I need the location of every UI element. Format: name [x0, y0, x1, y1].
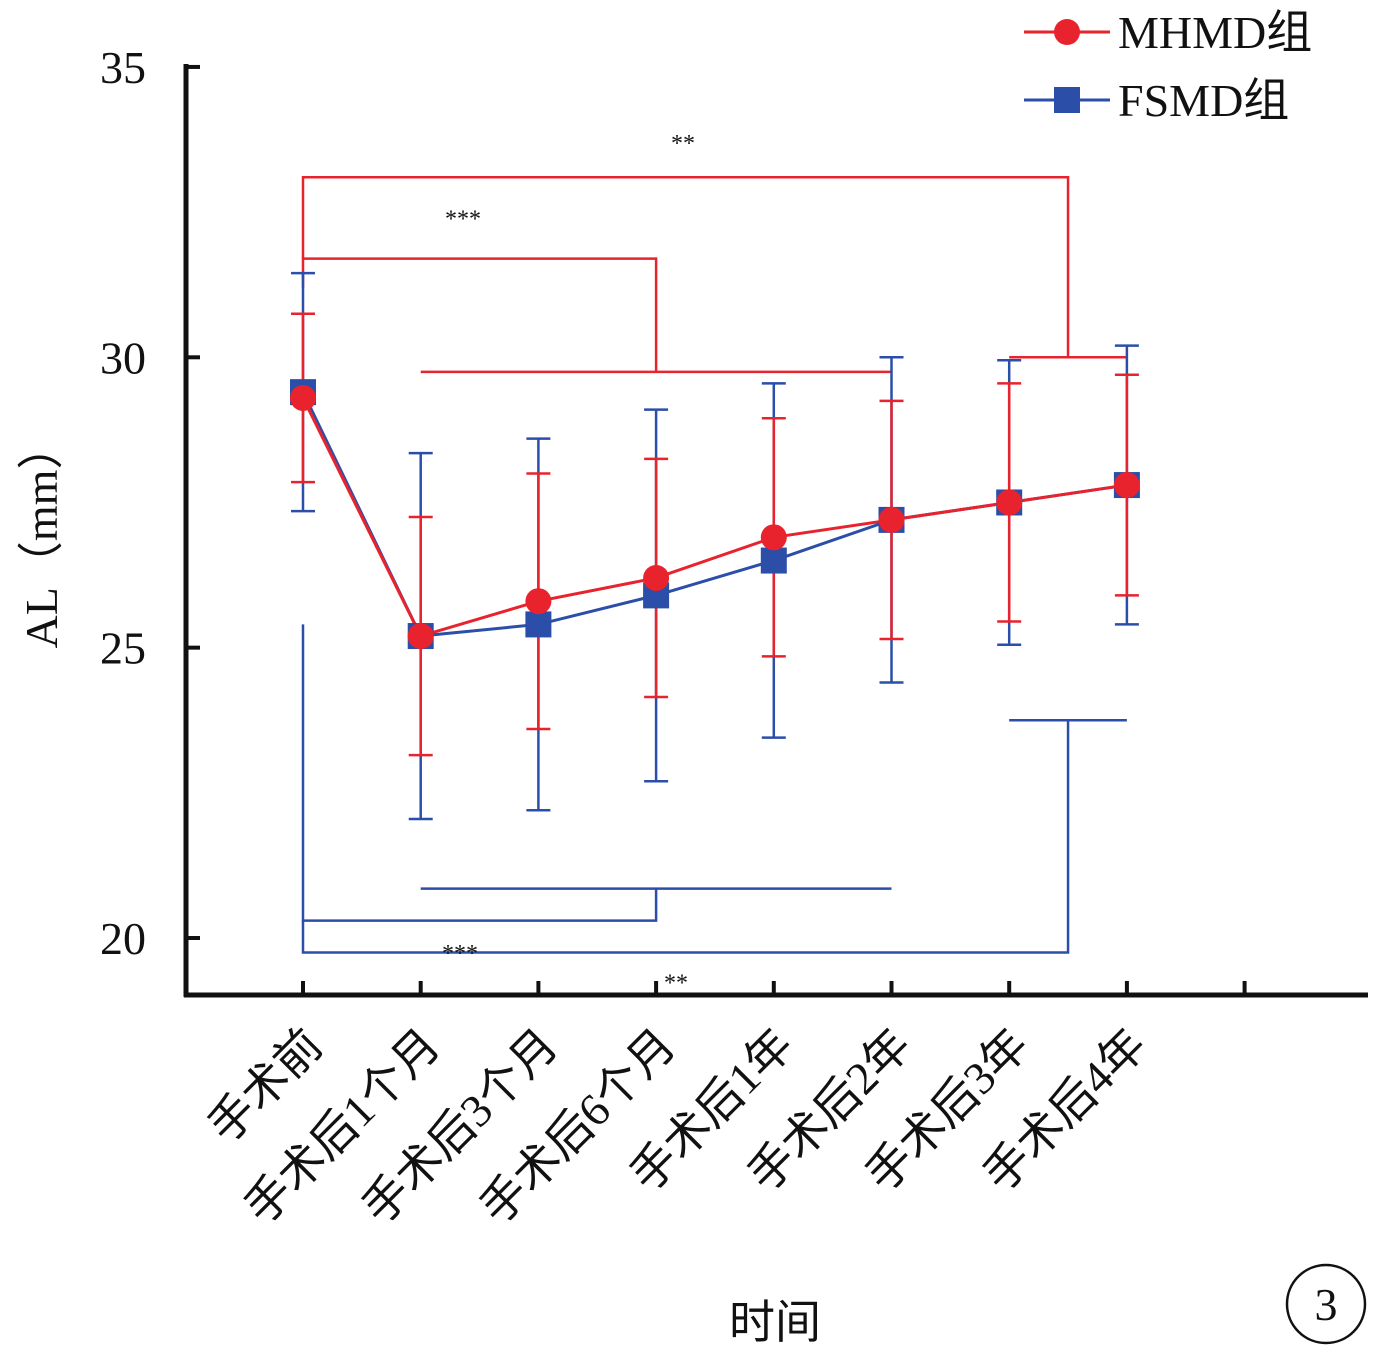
x-ticks: 手术前手术后1个月手术后3个月手术后6个月手术后1年手术后2年手术后3年手术后4…	[198, 981, 1247, 1234]
fsmd-point	[760, 547, 787, 574]
y-tick-label: 25	[100, 623, 146, 674]
sig-label-fsmd-triple: ***	[442, 941, 478, 967]
mhmd-point	[525, 588, 552, 615]
mhmd-point	[760, 524, 787, 551]
panel-badge-label: 3	[1315, 1279, 1338, 1330]
sig-label-mhmd-triple: ***	[445, 207, 481, 233]
error-bars	[291, 271, 1139, 821]
panel-badge-circle	[1285, 1263, 1367, 1345]
mhmd-point	[1113, 472, 1140, 499]
mhmd-point	[290, 384, 316, 411]
legend-marker	[1054, 19, 1080, 45]
legend: MHMD组 FSMD组	[1024, 7, 1312, 126]
fsmd-point	[525, 611, 552, 638]
y-ticks: 20 25 30 35	[100, 42, 200, 964]
sig-bracket-fsmd-pre-vs-1m2y	[301, 624, 658, 922]
series-lines	[301, 391, 1128, 638]
sig-label-mhmd-double: **	[671, 131, 695, 157]
sig-label-fsmd-double: **	[664, 970, 688, 996]
mhmd-point	[996, 489, 1023, 516]
x-axis-title: 时间	[729, 1297, 821, 1348]
series-markers	[290, 379, 1140, 650]
y-tick-label: 30	[100, 332, 146, 383]
sig-bracket-fsmd-pre-vs-3y4y	[301, 720, 1070, 954]
series-line	[301, 397, 1128, 638]
y-axis-title: AL（mm）	[16, 424, 67, 649]
mhmd-point	[643, 564, 670, 591]
mhmd-point	[878, 506, 905, 533]
mhmd-point	[407, 623, 434, 650]
y-tick-label: 35	[100, 42, 146, 93]
legend-marker	[1054, 87, 1080, 113]
legend-label: FSMD组	[1118, 75, 1289, 126]
sig-bracket-mhmd-pre-vs-1m2y	[301, 257, 658, 372]
significance-brackets: **********	[301, 131, 1127, 996]
axes	[183, 64, 1368, 998]
sig-bracket-mhmd-pre-vs-3y4y	[301, 176, 1070, 358]
y-tick-label: 20	[100, 913, 146, 964]
panel-badge: 3	[1285, 1263, 1367, 1345]
legend-label: MHMD组	[1118, 7, 1312, 58]
